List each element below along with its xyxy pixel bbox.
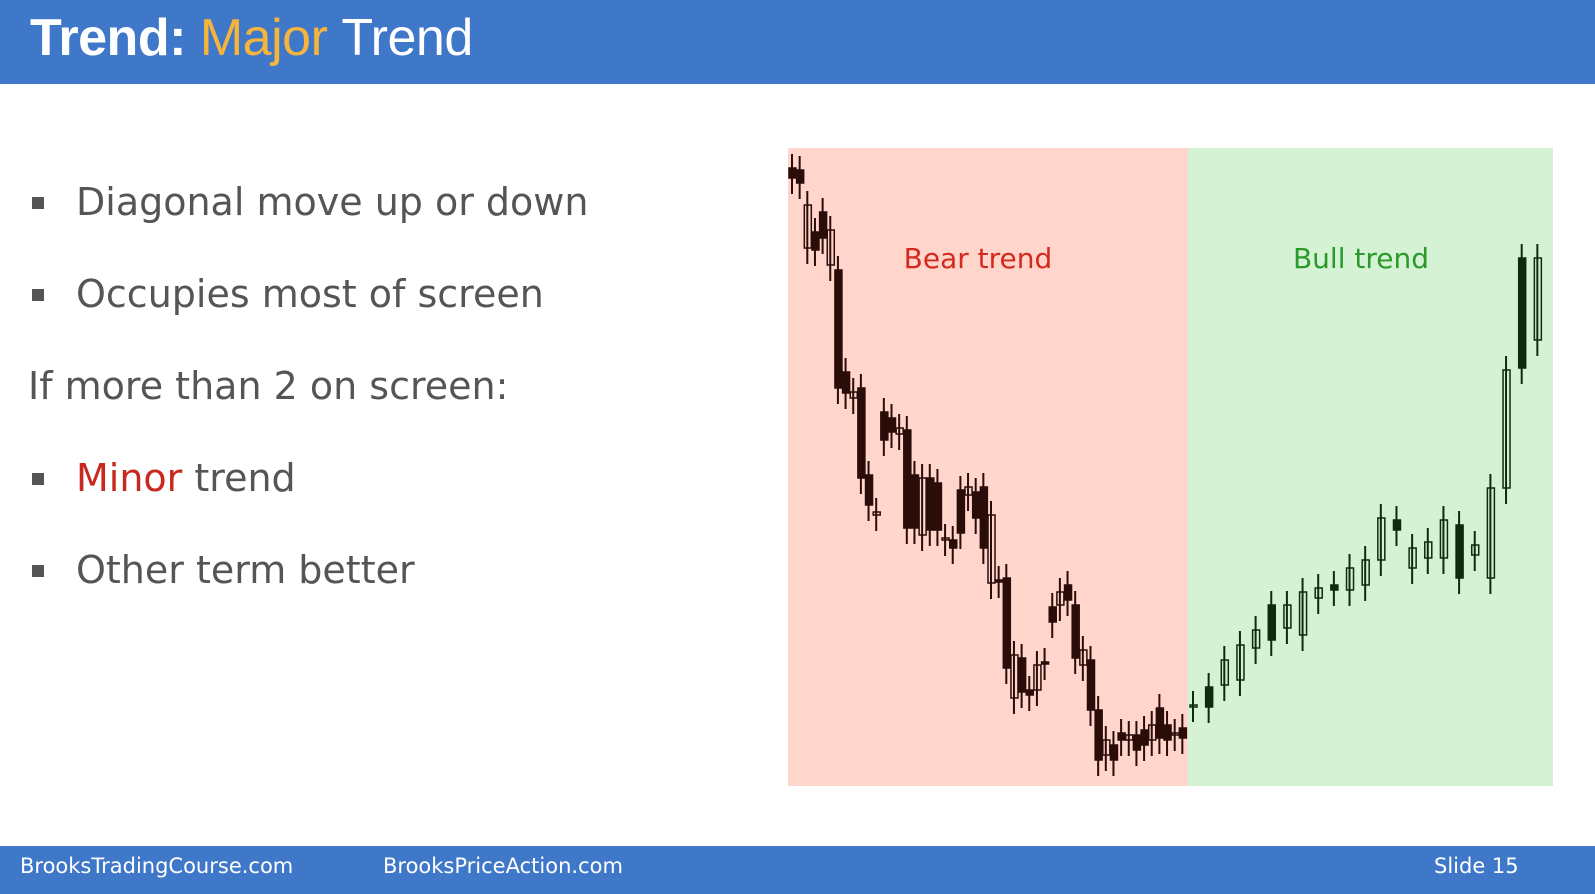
candle-body bbox=[933, 482, 943, 531]
trend-chart: Bear trend Bull trend bbox=[788, 148, 1553, 786]
candle-body bbox=[1132, 734, 1142, 751]
slide-title: Trend: Major Trend bbox=[30, 8, 473, 68]
bear-trend-label: Bear trend bbox=[904, 242, 1053, 275]
candle-body bbox=[1079, 649, 1088, 666]
bullet-square-icon bbox=[32, 473, 44, 485]
footer-bar: BrooksTradingCourse.com BrooksPriceActio… bbox=[0, 846, 1595, 894]
candle-body bbox=[1392, 519, 1402, 531]
footer-course-link[interactable]: BrooksTradingCourse.com bbox=[20, 854, 294, 878]
candle-body bbox=[1486, 487, 1496, 579]
candle-body bbox=[1455, 524, 1464, 579]
bullet-other-term: Other term better bbox=[76, 548, 415, 592]
minor-highlight: Minor bbox=[76, 456, 183, 500]
candle-body bbox=[1204, 686, 1214, 708]
candle-body bbox=[788, 167, 797, 179]
candle-body bbox=[1063, 584, 1073, 601]
candle-body bbox=[1189, 704, 1198, 708]
candle-body bbox=[1140, 729, 1149, 746]
candle-body bbox=[1330, 584, 1339, 591]
candle-body bbox=[1109, 744, 1119, 761]
slide-number: Slide 15 bbox=[1434, 854, 1519, 878]
candle-body bbox=[1502, 369, 1511, 489]
candle-body bbox=[803, 204, 813, 249]
bull-region bbox=[1188, 148, 1553, 786]
candle-body bbox=[1071, 604, 1080, 659]
candle-body bbox=[1117, 732, 1126, 741]
candle-body bbox=[1298, 591, 1308, 636]
candle-body bbox=[887, 417, 897, 433]
candle-body bbox=[1533, 257, 1543, 341]
title-accent: Major bbox=[199, 9, 328, 67]
candle-body bbox=[964, 486, 973, 496]
bear-region bbox=[788, 148, 1188, 786]
candle-body bbox=[1025, 689, 1035, 696]
candle-body bbox=[1086, 659, 1096, 711]
title-bar: Trend: Major Trend bbox=[0, 0, 1595, 84]
candle-body bbox=[834, 269, 843, 389]
title-suffix: Trend bbox=[341, 9, 473, 67]
candle-body bbox=[795, 169, 805, 184]
candle-body bbox=[1377, 517, 1386, 561]
candle-body bbox=[1345, 567, 1355, 591]
candle-body bbox=[864, 474, 874, 506]
bullet-square-icon bbox=[32, 289, 44, 301]
candle-body bbox=[872, 511, 881, 516]
candle-body bbox=[818, 211, 828, 239]
footer-priceaction-link[interactable]: BrooksPriceAction.com bbox=[383, 854, 623, 878]
candle-body bbox=[880, 411, 889, 441]
bullet-occupies: Occupies most of screen bbox=[76, 272, 544, 316]
candle-body bbox=[1408, 547, 1417, 569]
candles bbox=[788, 154, 1543, 776]
candle-body bbox=[811, 231, 820, 251]
plain-line: If more than 2 on screen: bbox=[28, 364, 509, 408]
candle-body bbox=[1163, 724, 1172, 741]
candle-body bbox=[1017, 657, 1027, 693]
candle-body bbox=[826, 229, 836, 266]
candle-body bbox=[994, 579, 1004, 583]
candle-body bbox=[903, 429, 912, 529]
candle-body bbox=[1251, 629, 1261, 649]
minor-rest: trend bbox=[194, 456, 296, 500]
candle-body bbox=[910, 474, 920, 529]
candle-body bbox=[1040, 661, 1050, 665]
candle-body bbox=[1236, 644, 1245, 681]
candle-body bbox=[956, 489, 966, 534]
bull-trend-label: Bull trend bbox=[1293, 242, 1429, 275]
candle-body bbox=[857, 387, 866, 479]
candle-body bbox=[1002, 577, 1012, 669]
candle-body bbox=[1178, 727, 1188, 739]
candle-body bbox=[1283, 604, 1292, 629]
candle-body bbox=[1267, 604, 1277, 641]
title-prefix: Trend: bbox=[30, 9, 186, 67]
candle-body bbox=[1470, 544, 1480, 556]
bullet-square-icon bbox=[32, 197, 44, 209]
candle-body bbox=[926, 477, 935, 531]
candle-body bbox=[941, 537, 950, 541]
candle-body bbox=[1155, 707, 1165, 739]
candle-body bbox=[841, 371, 851, 394]
candle-body bbox=[987, 514, 996, 584]
candle-body bbox=[1048, 606, 1057, 623]
candle-body bbox=[948, 539, 958, 549]
candle-body bbox=[1439, 519, 1449, 559]
candle-body bbox=[1220, 659, 1230, 686]
candle-body bbox=[1094, 709, 1103, 761]
candle-body bbox=[979, 486, 989, 549]
candle-body bbox=[1361, 559, 1370, 586]
candle-body bbox=[1314, 587, 1323, 599]
candle-body bbox=[1517, 257, 1527, 369]
bullet-diagonal: Diagonal move up or down bbox=[76, 180, 589, 224]
candle-body bbox=[971, 491, 981, 519]
bullet-square-icon bbox=[32, 565, 44, 577]
candle-body bbox=[1033, 664, 1042, 691]
candle-body bbox=[1424, 541, 1433, 559]
bullet-minor-trend: Minor trend bbox=[76, 456, 296, 500]
